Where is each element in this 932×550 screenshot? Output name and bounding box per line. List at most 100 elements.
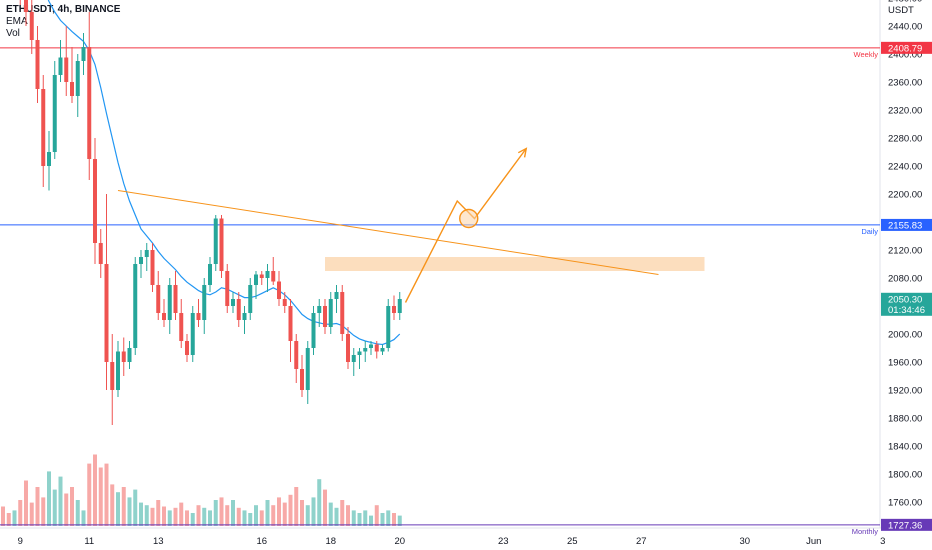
ema-line (47, 0, 401, 346)
candle-body (202, 285, 207, 320)
volume-bar (47, 471, 51, 526)
volume-bar (75, 500, 80, 526)
volume-bar (380, 513, 385, 526)
volume-bar (236, 507, 241, 526)
y-tick-label: 2080.00 (888, 274, 922, 285)
volume-bar (277, 497, 281, 526)
volume-bar (369, 515, 373, 526)
projection-arrowhead (517, 147, 528, 158)
volume-bar (167, 510, 172, 526)
price-axis: USDT2760.002720.002680.002640.002600.002… (881, 0, 932, 550)
candle-body (357, 351, 362, 355)
candle-body (87, 47, 92, 159)
candle-body (363, 348, 368, 352)
x-tick-label: Jun (806, 536, 821, 547)
volume-bar (305, 505, 310, 526)
volume-bar (196, 505, 201, 526)
level-label-weekly: Weekly (854, 50, 879, 59)
y-tick-label: 2280.00 (888, 134, 922, 145)
volume-bar (162, 506, 166, 526)
candle-body (248, 285, 253, 313)
volume-bar (41, 497, 46, 526)
candle-body (156, 285, 161, 313)
candle-body (133, 264, 138, 348)
volume-bar (58, 476, 63, 526)
candle-body (29, 12, 34, 40)
volume-bar (87, 463, 92, 526)
candle-body (369, 344, 373, 348)
candle-body (98, 243, 103, 264)
candle-body (271, 271, 276, 282)
y-tick-label: 1840.00 (888, 442, 922, 453)
candle-body (185, 341, 189, 355)
volume-bar (70, 487, 74, 526)
x-tick-label: 9 (18, 536, 23, 547)
volume-bar (346, 505, 350, 526)
volume-bar (18, 500, 23, 526)
volume-bar (323, 489, 327, 526)
y-tick-label: 2400.00 (888, 50, 922, 61)
candle-body (179, 313, 184, 341)
candle-body (81, 47, 86, 61)
y-tick-label: 1960.00 (888, 358, 922, 369)
volume-bar (190, 513, 195, 526)
candle-body (24, 0, 28, 12)
y-tick-label: 1920.00 (888, 386, 922, 397)
x-tick-label: 18 (325, 536, 336, 547)
volume-bar (328, 502, 333, 526)
resistance-zone-layer (325, 257, 705, 271)
level-label-monthly: Monthly (852, 527, 879, 536)
candle-body (47, 152, 51, 166)
price-tag-label-monthly: 1727.36 (888, 520, 922, 531)
candle-body (374, 344, 379, 352)
candle-body (397, 299, 402, 313)
x-tick-label: 23 (498, 536, 509, 547)
volume-bar (334, 507, 339, 526)
current-price-tag (881, 292, 932, 316)
volume-bar (81, 510, 86, 526)
volume-bar (12, 510, 17, 526)
axis-unit-label: USDT (888, 5, 914, 16)
candle-body (225, 271, 230, 306)
drawings (117, 147, 659, 303)
volume-bar (116, 492, 120, 526)
candle-body (144, 250, 149, 257)
ema-indicator-label[interactable]: EMA (6, 16, 28, 27)
candle-body (282, 299, 287, 306)
x-tick-label: 30 (739, 536, 750, 547)
x-tick-label: 13 (153, 536, 164, 547)
volume-bar (208, 510, 212, 526)
volume-bar (144, 505, 149, 526)
candle-body (150, 250, 155, 285)
volume-bar (110, 484, 115, 526)
candle-body (167, 285, 172, 320)
level-label-daily: Daily (861, 227, 878, 236)
candle-body (208, 264, 212, 285)
candle-body (116, 351, 120, 390)
volume-bar (6, 513, 11, 526)
volume-bar (271, 505, 276, 526)
volume-bar (397, 515, 402, 526)
volume-bar (392, 513, 396, 526)
x-tick-label: 27 (636, 536, 647, 547)
candle-body (219, 218, 224, 271)
x-tick-label: 20 (394, 536, 405, 547)
volume-indicator-label[interactable]: Vol (6, 28, 20, 39)
volume-bar (133, 489, 138, 526)
volume-bar (173, 507, 178, 526)
volume-bar (202, 507, 207, 526)
candle-body (242, 313, 247, 320)
candle-body (265, 271, 270, 278)
volume-bar (150, 507, 155, 526)
volume-bar (219, 497, 224, 526)
y-tick-label: 2480.00 (888, 0, 922, 5)
candle-body (213, 218, 218, 264)
y-tick-label: 2240.00 (888, 162, 922, 173)
candle-body (386, 306, 391, 348)
volume-bar (288, 494, 293, 526)
candle-body (311, 313, 316, 348)
x-tick-label: 25 (567, 536, 578, 547)
volume-bar (265, 500, 270, 526)
volume-bar (185, 510, 189, 526)
